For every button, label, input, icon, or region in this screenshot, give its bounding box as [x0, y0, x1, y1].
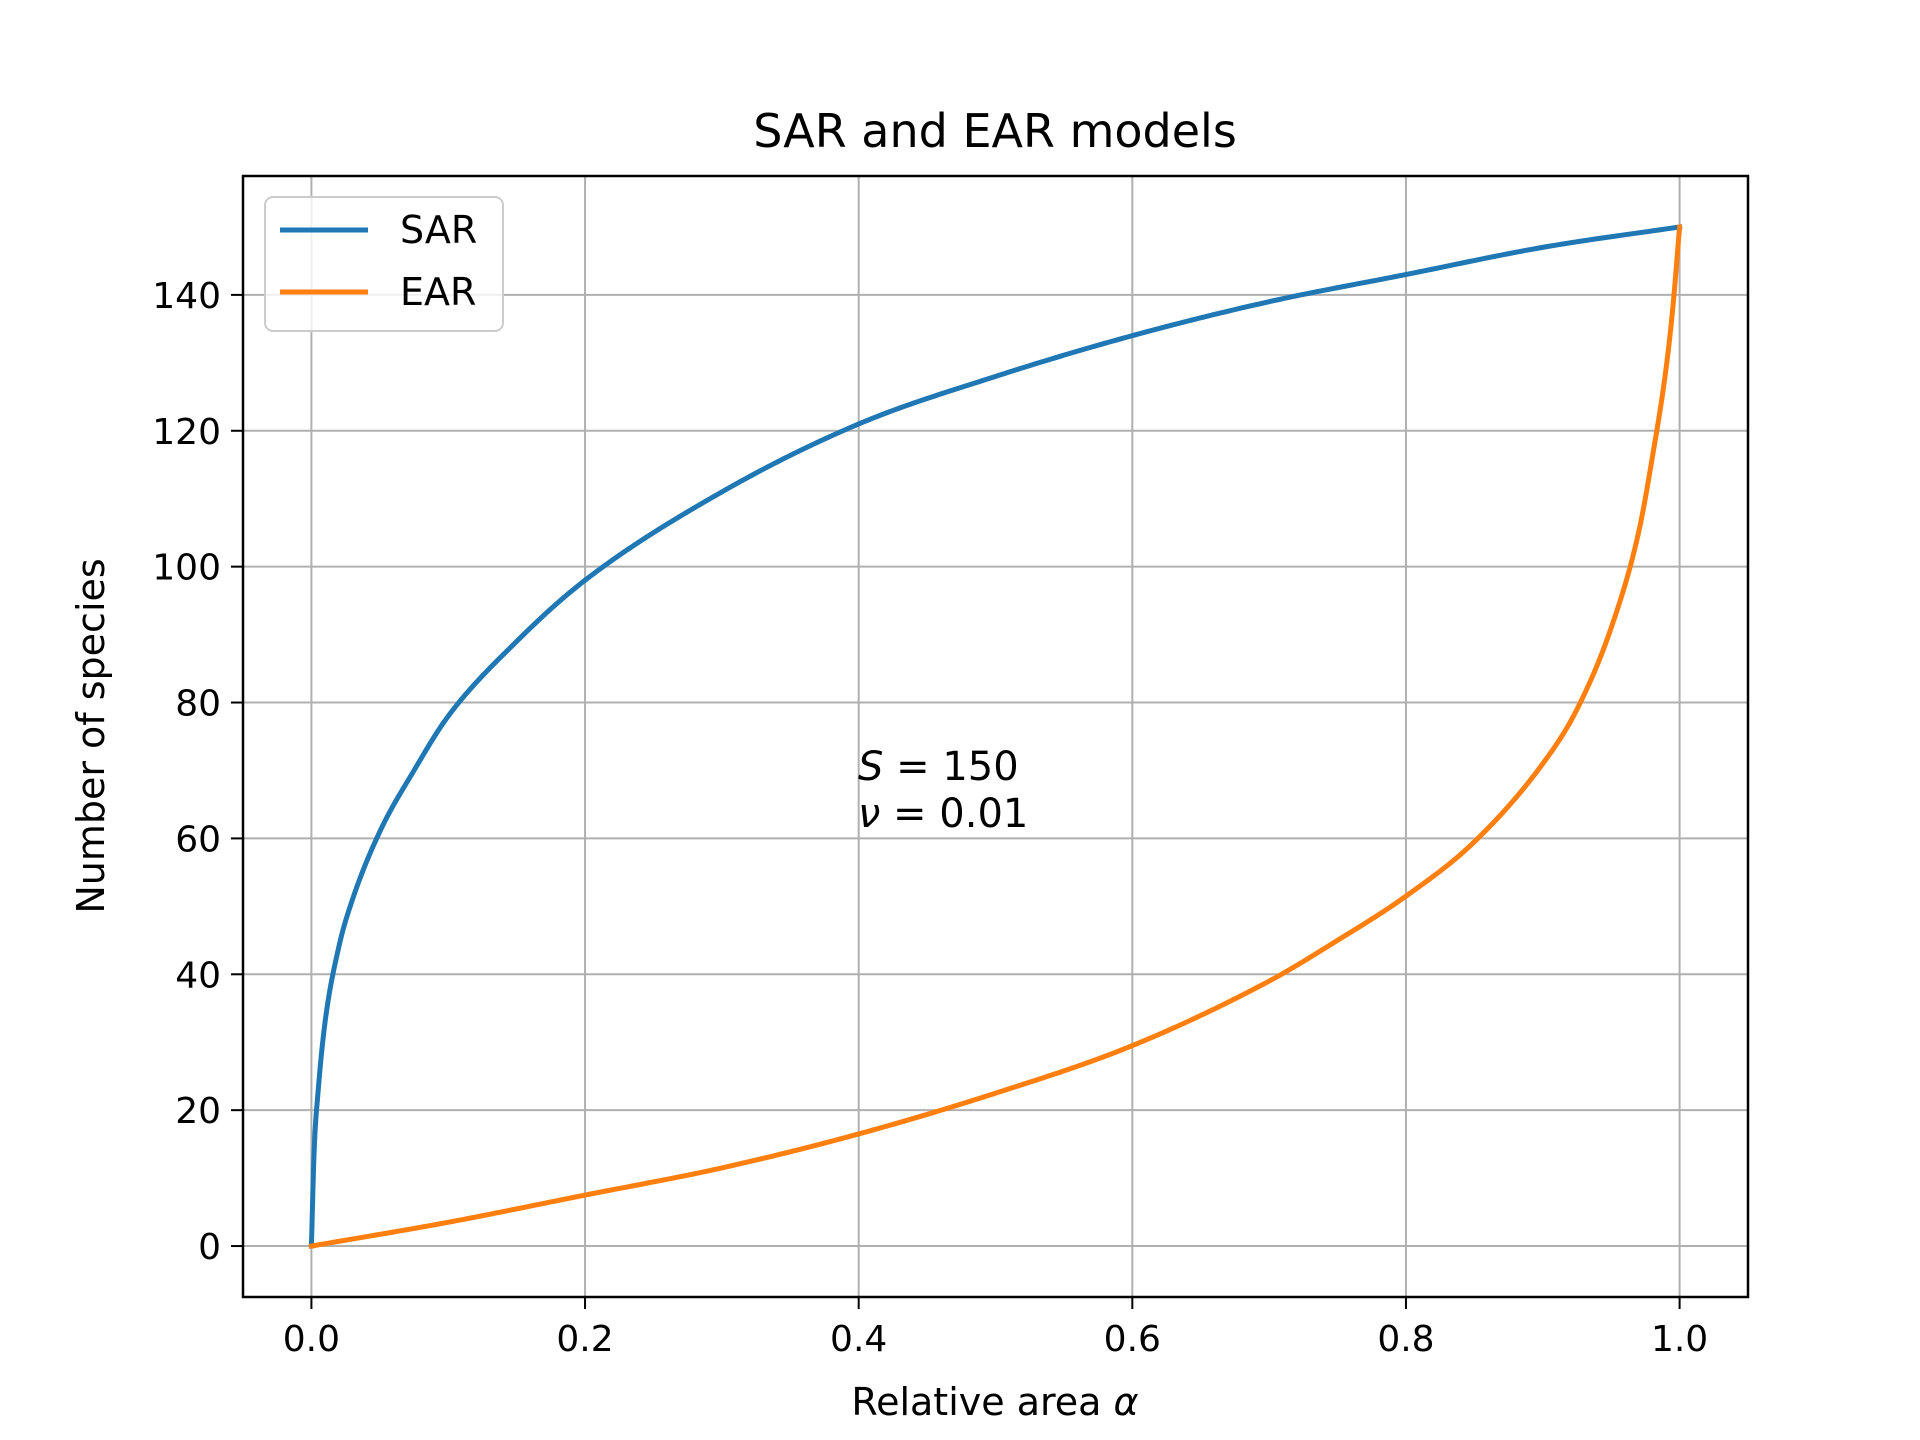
y-tick-label: 60 [175, 819, 221, 860]
y-tick-label: 20 [175, 1091, 221, 1132]
x-tick-label: 0.2 [556, 1319, 613, 1360]
y-tick-label: 40 [175, 955, 221, 996]
y-tick-label: 140 [152, 276, 221, 317]
y-tick-label: 0 [198, 1227, 221, 1268]
y-tick-label: 120 [152, 412, 221, 453]
legend-label-ear: EAR [400, 270, 476, 314]
annotation-nu-value: = 0.01 [880, 791, 1028, 837]
x-tick-label: 0.6 [1104, 1319, 1161, 1360]
x-tick-label: 0.4 [830, 1319, 887, 1360]
x-axis-label-symbol: α [1114, 1380, 1139, 1424]
y-tick-label: 100 [152, 548, 221, 589]
y-axis-label: Number of species [69, 558, 113, 913]
annotation-s: S = 150 [858, 744, 1019, 790]
x-tick-label: 0.8 [1377, 1319, 1434, 1360]
annotation-s-symbol: S [858, 744, 883, 790]
annotation-nu-symbol: ν [858, 791, 880, 837]
x-tick-label: 0.0 [283, 1319, 340, 1360]
series-line-ear [308, 224, 1683, 1249]
y-tick-label: 80 [175, 684, 221, 725]
legend-label-sar: SAR [400, 208, 477, 252]
series-line-sar [308, 224, 1683, 1249]
x-axis-label: Relative area α [851, 1380, 1138, 1424]
axis-ticks: 0.0 0.2 0.4 0.6 0.8 1.0 0 20 40 60 80 100 120 140 [152, 276, 1708, 1360]
annotation-s-value: = 150 [883, 744, 1018, 790]
x-axis-label-text: Relative area [851, 1380, 1101, 1424]
plot-frame [241, 174, 1750, 1299]
x-tick-label: 1.0 [1651, 1319, 1708, 1360]
grid-lines [243, 176, 1748, 1297]
annotation-nu: ν = 0.01 [858, 791, 1028, 837]
series-lines [308, 224, 1683, 1249]
x-axis-label-space [1101, 1380, 1113, 1424]
chart-title: SAR and EAR models [753, 104, 1237, 158]
legend: SAR EAR [264, 196, 504, 332]
